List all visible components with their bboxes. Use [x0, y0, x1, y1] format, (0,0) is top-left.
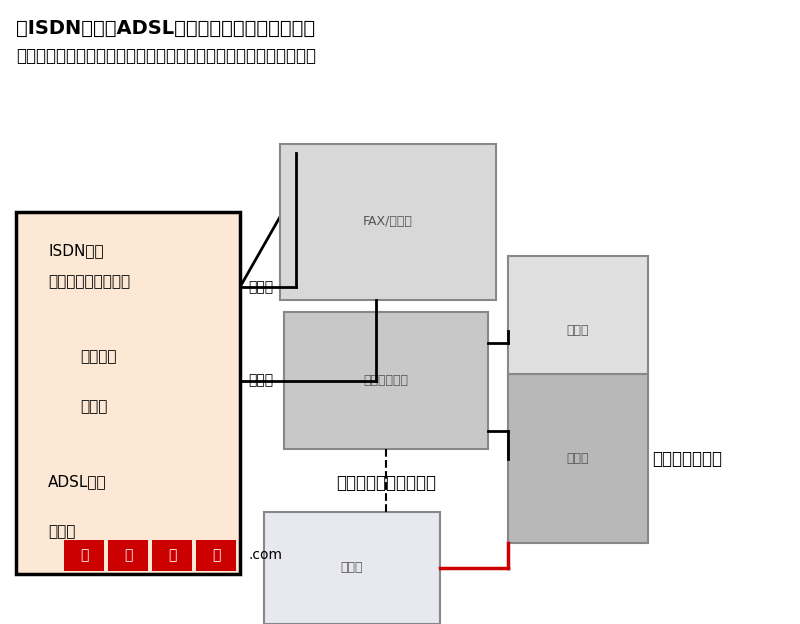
Bar — [508, 374, 648, 543]
Text: 通報機: 通報機 — [566, 452, 590, 465]
Text: 電話線: 電話線 — [248, 280, 273, 294]
Text: 安: 安 — [80, 548, 88, 562]
Text: .com: .com — [248, 548, 282, 562]
Text: 電話線: 電話線 — [248, 374, 273, 388]
Bar — [108, 540, 148, 571]
Text: アナログ: アナログ — [80, 349, 117, 364]
Text: 全: 全 — [124, 548, 132, 562]
Text: 策: 策 — [212, 548, 220, 562]
Text: 対: 対 — [168, 548, 176, 562]
Bar — [264, 512, 440, 624]
Text: 自動電話通報機: 自動電話通報機 — [652, 450, 722, 467]
Bar — [152, 540, 192, 571]
Bar — [196, 540, 236, 571]
Text: 二叉ソケット: 二叉ソケット — [363, 374, 409, 387]
Text: 呼び鈴: 呼び鈴 — [341, 562, 363, 574]
Text: FAX/電話機: FAX/電話機 — [363, 215, 413, 228]
Text: アダプタ、モデムに空きのアナログポート（差込口）が無い場合: アダプタ、モデムに空きのアナログポート（差込口）が無い場合 — [16, 47, 316, 65]
Bar — [508, 256, 648, 406]
Text: 【ISDN回線、ADSL回線、光電話回線の場合】: 【ISDN回線、ADSL回線、光電話回線の場合】 — [16, 19, 315, 37]
Text: 電話線の二叉ソケット: 電話線の二叉ソケット — [336, 474, 436, 492]
Text: ポート: ポート — [80, 399, 107, 414]
FancyBboxPatch shape — [16, 212, 240, 574]
Text: 電話機: 電話機 — [566, 324, 590, 337]
Text: モデム: モデム — [48, 524, 75, 539]
Bar — [284, 312, 488, 449]
Bar — [64, 540, 104, 571]
Bar — [280, 144, 496, 300]
Text: ターミナルアダプタ: ターミナルアダプタ — [48, 275, 130, 290]
Text: ADSL回線: ADSL回線 — [48, 474, 106, 489]
Text: ISDN回線: ISDN回線 — [48, 243, 104, 258]
